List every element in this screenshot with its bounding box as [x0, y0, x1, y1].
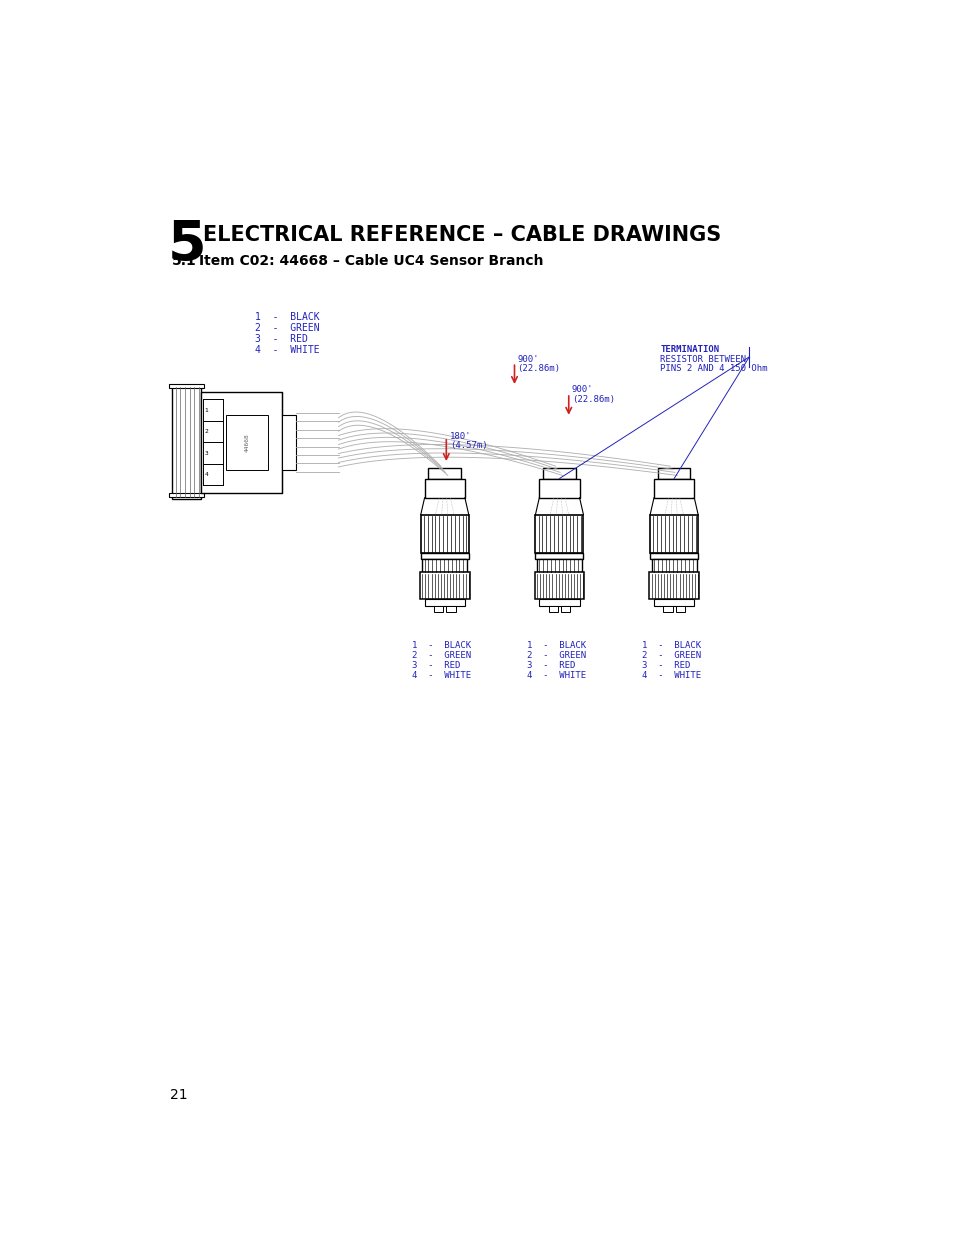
Bar — [537, 558, 581, 573]
Bar — [422, 558, 467, 573]
Bar — [548, 605, 558, 611]
Text: 4  -  WHITE: 4 - WHITE — [526, 671, 585, 680]
Text: 180': 180' — [450, 431, 471, 441]
Bar — [649, 515, 698, 553]
Text: 4  -  WHITE: 4 - WHITE — [641, 671, 700, 680]
Text: 2  -  GREEN: 2 - GREEN — [641, 651, 700, 659]
Bar — [654, 599, 694, 605]
Text: RESISTOR BETWEEN: RESISTOR BETWEEN — [659, 354, 745, 363]
Bar — [420, 515, 468, 553]
Bar — [428, 468, 460, 478]
Text: TERMINATION: TERMINATION — [659, 346, 719, 354]
Text: (22.86m): (22.86m) — [517, 364, 560, 373]
Text: 1  -  BLACK: 1 - BLACK — [641, 641, 700, 650]
Text: 900': 900' — [571, 385, 593, 394]
Bar — [169, 384, 204, 388]
Text: 4: 4 — [204, 472, 208, 477]
Bar — [658, 468, 690, 478]
Text: 1  -  BLACK: 1 - BLACK — [254, 312, 319, 322]
Text: 44668: 44668 — [244, 433, 250, 452]
Bar — [651, 558, 696, 573]
Text: (4.57m): (4.57m) — [450, 441, 487, 450]
Bar — [535, 553, 583, 558]
Bar — [169, 493, 204, 496]
Text: 3  -  RED: 3 - RED — [254, 333, 308, 343]
Bar — [662, 605, 672, 611]
Bar — [534, 573, 583, 599]
Text: (22.86m): (22.86m) — [571, 395, 614, 404]
Text: 3  -  RED: 3 - RED — [641, 661, 689, 671]
Bar — [535, 515, 583, 553]
Text: 1: 1 — [204, 408, 208, 412]
Text: 2: 2 — [204, 429, 208, 433]
Text: 5.1: 5.1 — [172, 254, 196, 268]
Bar — [424, 599, 464, 605]
Text: 2  -  GREEN: 2 - GREEN — [254, 324, 319, 333]
Text: 3  -  RED: 3 - RED — [412, 661, 460, 671]
Text: 2  -  GREEN: 2 - GREEN — [526, 651, 585, 659]
Bar — [560, 605, 570, 611]
Text: 1  -  BLACK: 1 - BLACK — [412, 641, 471, 650]
Bar — [424, 478, 464, 498]
Bar — [420, 553, 468, 558]
Bar — [172, 385, 201, 499]
Bar — [542, 468, 575, 478]
Bar — [649, 573, 699, 599]
Text: 3  -  RED: 3 - RED — [526, 661, 575, 671]
Bar — [675, 605, 684, 611]
Text: 900': 900' — [517, 354, 538, 363]
Text: ELECTRICAL REFERENCE – CABLE DRAWINGS: ELECTRICAL REFERENCE – CABLE DRAWINGS — [203, 225, 720, 246]
Text: 1  -  BLACK: 1 - BLACK — [526, 641, 585, 650]
Bar — [226, 415, 268, 471]
Bar — [201, 391, 282, 493]
Text: 4  -  WHITE: 4 - WHITE — [412, 671, 471, 680]
Bar — [538, 478, 579, 498]
Bar — [649, 553, 698, 558]
Bar — [654, 478, 694, 498]
Bar — [434, 605, 443, 611]
Text: 3: 3 — [204, 451, 208, 456]
Bar — [419, 573, 469, 599]
Text: PINS 2 AND 4 150 Ohm: PINS 2 AND 4 150 Ohm — [659, 364, 767, 373]
Bar — [446, 605, 456, 611]
Text: 21: 21 — [170, 1088, 187, 1102]
Text: Item C02: 44668 – Cable UC4 Sensor Branch: Item C02: 44668 – Cable UC4 Sensor Branc… — [199, 254, 543, 268]
Bar — [282, 415, 295, 471]
Text: 2  -  GREEN: 2 - GREEN — [412, 651, 471, 659]
Bar — [538, 599, 579, 605]
Text: 5: 5 — [167, 217, 206, 272]
Text: 4  -  WHITE: 4 - WHITE — [254, 345, 319, 354]
